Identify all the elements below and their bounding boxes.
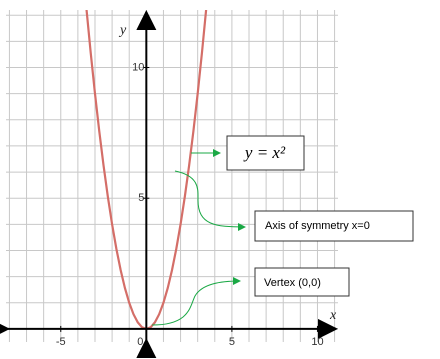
annotation: y = x² [243, 143, 286, 162]
arrow [174, 170, 246, 231]
annotation-box [226, 135, 305, 171]
annotation: Vertex (0,0) [264, 277, 321, 289]
y-tick-label: 10 [132, 61, 144, 73]
annotation-box [254, 210, 414, 242]
x-tick-label: 5 [229, 336, 235, 348]
annotation-boxes [226, 135, 414, 297]
x-tick-label: 10 [311, 336, 323, 348]
y-axis-label: y [118, 23, 127, 38]
annotation: Axis of symmetry x=0 [265, 220, 370, 232]
axes: -5 0 5 10 5 10 [0, 10, 338, 358]
annotation-arrows [151, 149, 246, 326]
x-tick-label: -5 [56, 336, 66, 348]
arrow [151, 277, 241, 326]
x-axis-label: x [329, 308, 337, 323]
annotation-box [254, 267, 350, 297]
y-tick-label: 5 [138, 192, 144, 204]
x-tick-label: 0 [137, 336, 143, 348]
